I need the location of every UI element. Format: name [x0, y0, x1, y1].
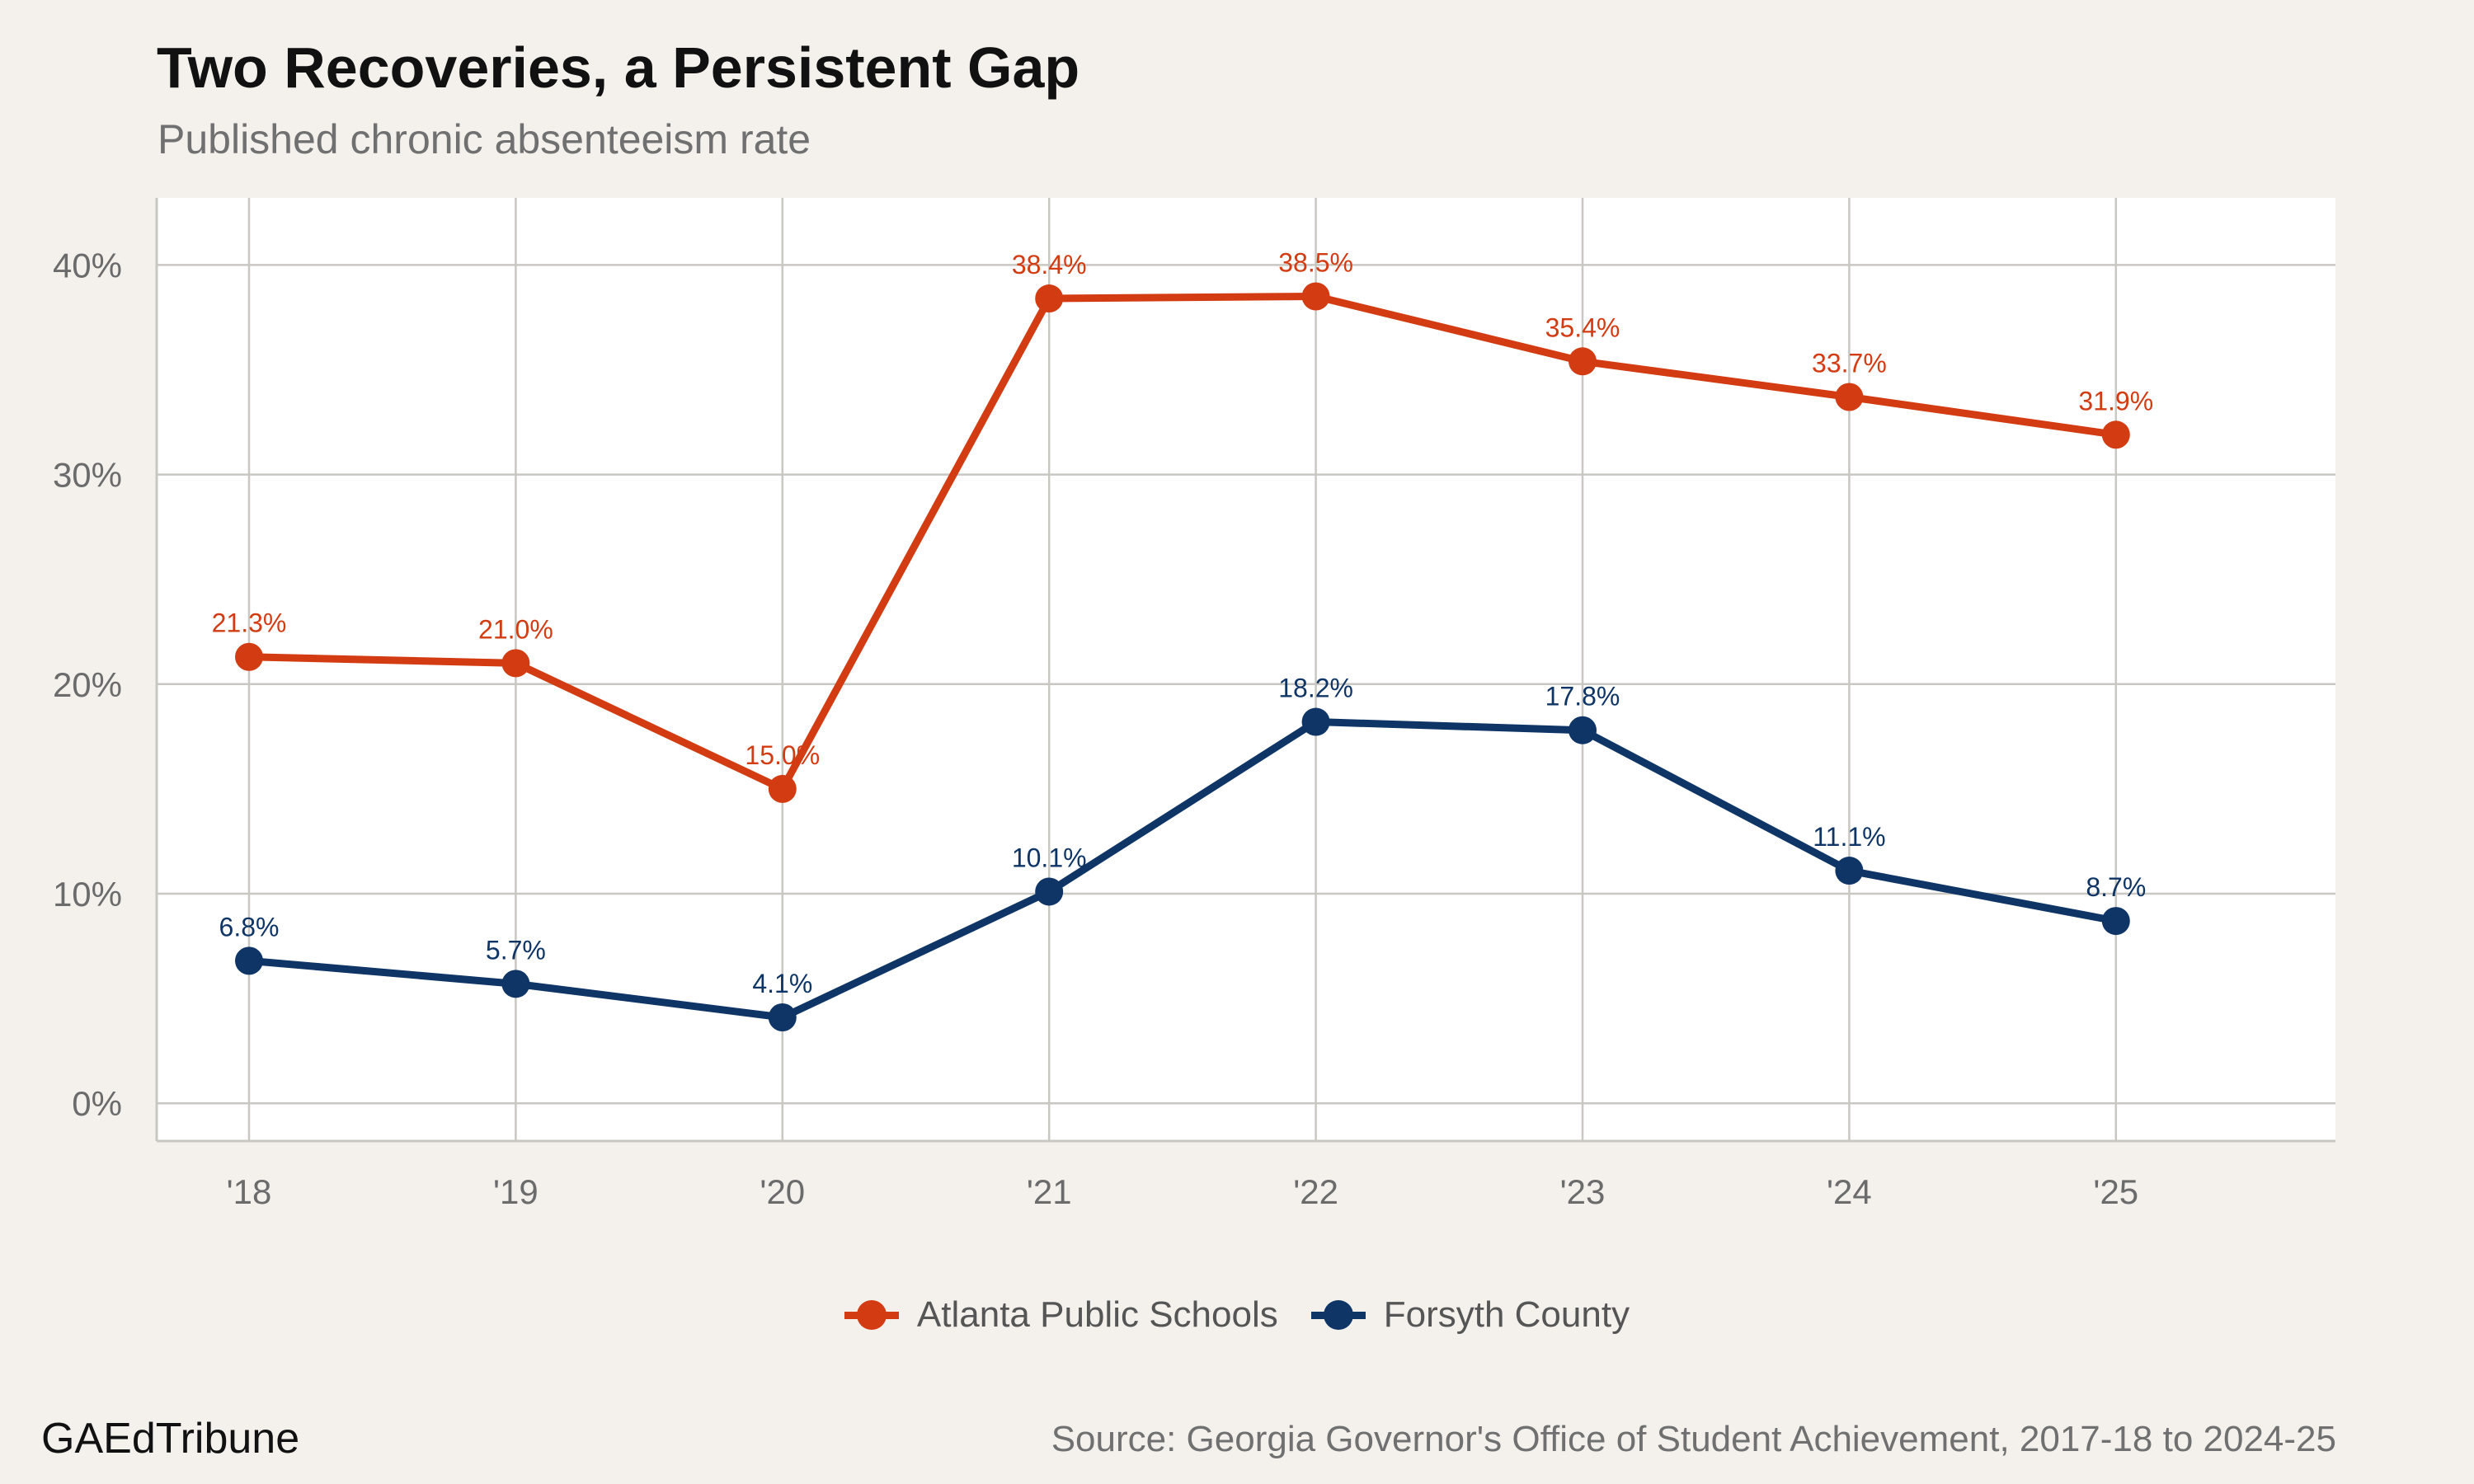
- x-tick-label: '20: [760, 1172, 805, 1211]
- legend-item-forsyth[interactable]: Forsyth County: [1310, 1294, 1630, 1336]
- y-axis-ticks: 0% 10% 20% 30% 40%: [53, 246, 122, 1123]
- legend-key-atlanta: [844, 1297, 899, 1333]
- data-point[interactable]: [1301, 282, 1330, 311]
- data-labels: 21.3% 21.0% 15.0% 38.4% 38.5% 35.4% 33.7% 31.9%…: [212, 247, 2154, 998]
- data-point[interactable]: [768, 1003, 797, 1032]
- data-label: 38.5%: [1278, 247, 1353, 277]
- data-label: 4.1%: [752, 969, 812, 998]
- x-tick-label: '25: [2093, 1172, 2138, 1211]
- series-line-1: [245, 718, 2120, 1021]
- brand-name: GAEdTribune: [41, 1415, 300, 1463]
- legend-dot-forsyth: [1323, 1300, 1353, 1330]
- data-point[interactable]: [2101, 420, 2130, 449]
- data-point[interactable]: [501, 649, 530, 678]
- x-tick-label: '19: [493, 1172, 539, 1211]
- y-tick-label: 40%: [53, 246, 122, 284]
- series-lines: [235, 282, 2130, 1032]
- data-label: 21.0%: [478, 614, 553, 644]
- y-tick-label: 10%: [53, 875, 122, 913]
- chart-subtitle: Published chronic absenteeism rate: [158, 116, 811, 162]
- data-label: 21.3%: [212, 608, 287, 638]
- data-point[interactable]: [1569, 716, 1597, 744]
- data-point[interactable]: [1035, 284, 1064, 313]
- data-label: 18.2%: [1278, 674, 1353, 703]
- chart-legend: Atlanta Public Schools Forsyth County: [0, 1294, 2474, 1336]
- y-tick-label: 20%: [53, 665, 122, 704]
- data-point[interactable]: [768, 774, 797, 803]
- data-label: 31.9%: [2078, 386, 2153, 416]
- y-tick-label: 30%: [53, 456, 122, 495]
- series-line-0: [245, 292, 2120, 793]
- legend-key-forsyth: [1310, 1297, 1366, 1333]
- y-tick-label: 0%: [72, 1084, 122, 1123]
- data-point[interactable]: [1035, 877, 1064, 906]
- legend-label-forsyth: Forsyth County: [1383, 1294, 1630, 1335]
- x-axis-ticks: '18 '19 '20 '21 '22 '23 '24 '25: [227, 1172, 2139, 1211]
- data-label: 33.7%: [1812, 349, 1887, 378]
- data-label: 15.0%: [745, 740, 820, 770]
- data-point[interactable]: [501, 970, 530, 998]
- data-point[interactable]: [2101, 907, 2130, 936]
- data-point[interactable]: [1835, 857, 1864, 885]
- data-point[interactable]: [235, 642, 263, 671]
- data-point[interactable]: [1301, 707, 1330, 736]
- data-label: 10.1%: [1012, 843, 1087, 872]
- plot-panel: [157, 198, 2335, 1141]
- data-label: 6.8%: [219, 912, 280, 942]
- data-label: 38.4%: [1012, 250, 1087, 279]
- source-note: Source: Georgia Governor's Office of Stu…: [1051, 1419, 2336, 1459]
- legend-dot-atlanta: [856, 1300, 887, 1330]
- data-label: 17.8%: [1545, 682, 1620, 711]
- x-tick-label: '23: [1560, 1172, 1606, 1211]
- legend-item-atlanta[interactable]: Atlanta Public Schools: [844, 1294, 1278, 1336]
- data-label: 5.7%: [486, 935, 546, 965]
- data-label: 8.7%: [2086, 872, 2146, 902]
- legend-label-atlanta: Atlanta Public Schools: [916, 1294, 1278, 1335]
- chart-title: Two Recoveries, a Persistent Gap: [157, 35, 1080, 100]
- data-point[interactable]: [1569, 347, 1597, 376]
- x-tick-label: '22: [1293, 1172, 1338, 1211]
- data-label: 35.4%: [1545, 312, 1620, 342]
- data-point[interactable]: [1835, 383, 1864, 411]
- data-point[interactable]: [235, 946, 263, 975]
- x-tick-label: '21: [1027, 1172, 1072, 1211]
- x-tick-label: '24: [1827, 1172, 1872, 1211]
- x-tick-label: '18: [227, 1172, 272, 1211]
- data-label: 11.1%: [1813, 822, 1885, 852]
